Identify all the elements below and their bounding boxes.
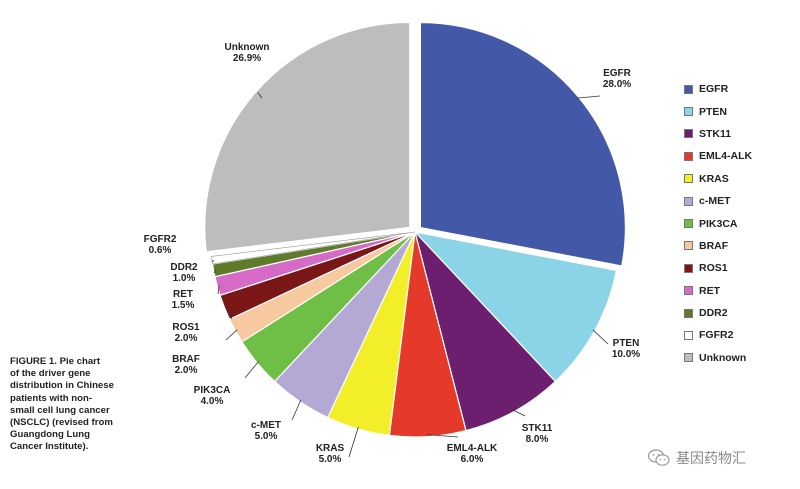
- leader-line-egfr: [576, 95, 601, 99]
- legend-swatch: [684, 151, 693, 161]
- leader-line-braf: [225, 329, 238, 341]
- leader-line-fgfr2: [211, 259, 215, 263]
- legend-swatch: [684, 308, 693, 318]
- legend-label: c-MET: [699, 195, 731, 208]
- legend-swatch: [684, 129, 693, 139]
- legend-label: KRAS: [699, 172, 729, 185]
- slice-label-fgfr2: FGFR2 0.6%: [144, 234, 177, 256]
- legend-label: RET: [699, 284, 720, 297]
- leader-line-c-met: [291, 399, 302, 421]
- slice-stk11: [414, 231, 557, 432]
- legend-item-pik3ca: PIK3CA: [684, 212, 794, 234]
- legend-label: BRAF: [699, 239, 729, 252]
- legend-label: ROS1: [699, 262, 728, 275]
- legend-item-pten: PTEN: [684, 100, 794, 122]
- legend-swatch: [684, 330, 693, 340]
- legend-swatch: [684, 196, 693, 206]
- watermark-text: 基因药物汇: [676, 450, 746, 466]
- slice-pten: [413, 231, 618, 383]
- legend-item-fgfr2: FGFR2: [684, 324, 794, 346]
- legend-item-unknown: Unknown: [684, 347, 794, 369]
- slice-fgfr2: [211, 231, 416, 265]
- legend: EGFR PTEN STK11 EML4-ALK KRAS c-MET PIK3CA BRAF…: [684, 78, 794, 369]
- legend-item-ddr2: DDR2: [684, 302, 794, 324]
- leader-line-kras: [348, 426, 359, 458]
- leader-line-pik3ca: [244, 361, 259, 379]
- legend-label: EML4-ALK: [699, 150, 753, 163]
- leader-line-ddr2: [213, 269, 216, 274]
- slice-label-pik3ca: PIK3CA 4.0%: [194, 385, 231, 407]
- legend-swatch: [684, 107, 693, 117]
- slice-egfr: [419, 21, 626, 267]
- pie-slices: [204, 21, 626, 438]
- watermark: 基因药物汇: [648, 448, 746, 468]
- slice-label-c-met: c-MET 5.0%: [251, 420, 281, 442]
- slice-labels: EGFR 28.0% PTEN 10.0% STK11 8.0% EML4-ALK 6.0% K…: [144, 42, 641, 465]
- legend-label: FGFR2: [699, 329, 734, 342]
- slice-label-pten: PTEN 10.0%: [612, 338, 640, 360]
- slice-label-kras: KRAS 5.0%: [316, 443, 345, 465]
- slice-label-unknown: Unknown 26.9%: [225, 42, 270, 64]
- legend-label: EGFR: [699, 83, 729, 96]
- legend-label: PTEN: [699, 105, 728, 118]
- slice-label-ddr2: DDR2 1.0%: [170, 262, 198, 284]
- leader-line-ros1: [225, 306, 233, 320]
- legend-swatch: [684, 263, 693, 273]
- legend-item-kras: KRAS: [684, 168, 794, 190]
- legend-swatch: [684, 219, 693, 229]
- leader-lines: [211, 92, 609, 458]
- slice-label-ros1: ROS1 2.0%: [172, 322, 200, 344]
- slice-label-stk11: STK11 8.0%: [522, 423, 553, 445]
- leader-line-eml4-alk: [427, 434, 459, 438]
- legend-item-stk11: STK11: [684, 123, 794, 145]
- legend-item-ros1: ROS1: [684, 257, 794, 279]
- legend-item-egfr: EGFR: [684, 78, 794, 100]
- leader-line-stk11: [512, 409, 526, 417]
- legend-item-eml4-alk: EML4-ALK: [684, 145, 794, 167]
- figure-caption: FIGURE 1. Pie chart of the driver gene d…: [10, 356, 114, 453]
- legend-swatch: [684, 84, 693, 94]
- legend-item-c-met: c-MET: [684, 190, 794, 212]
- legend-label: PIK3CA: [699, 217, 738, 230]
- leader-line-unknown: [257, 92, 263, 99]
- legend-item-braf: BRAF: [684, 235, 794, 257]
- legend-swatch: [684, 353, 693, 363]
- wechat-icon: [648, 449, 670, 466]
- slice-label-egfr: EGFR 28.0%: [603, 68, 632, 90]
- legend-item-ret: RET: [684, 280, 794, 302]
- slice-label-ret: RET 1.5%: [172, 289, 195, 311]
- legend-label: DDR2: [699, 307, 728, 320]
- slice-label-eml4-alk: EML4-ALK 6.0%: [447, 443, 498, 465]
- legend-swatch: [684, 286, 693, 296]
- leader-line-ret: [217, 285, 220, 295]
- legend-swatch: [684, 174, 693, 184]
- slice-label-braf: BRAF 2.0%: [172, 354, 200, 376]
- legend-swatch: [684, 241, 693, 251]
- legend-label: STK11: [699, 127, 732, 140]
- leader-line-pten: [592, 329, 609, 345]
- legend-label: Unknown: [699, 351, 747, 364]
- slice-unknown: [204, 21, 411, 253]
